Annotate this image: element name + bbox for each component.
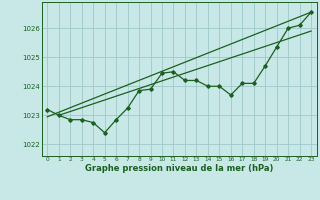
X-axis label: Graphe pression niveau de la mer (hPa): Graphe pression niveau de la mer (hPa)	[85, 164, 273, 173]
